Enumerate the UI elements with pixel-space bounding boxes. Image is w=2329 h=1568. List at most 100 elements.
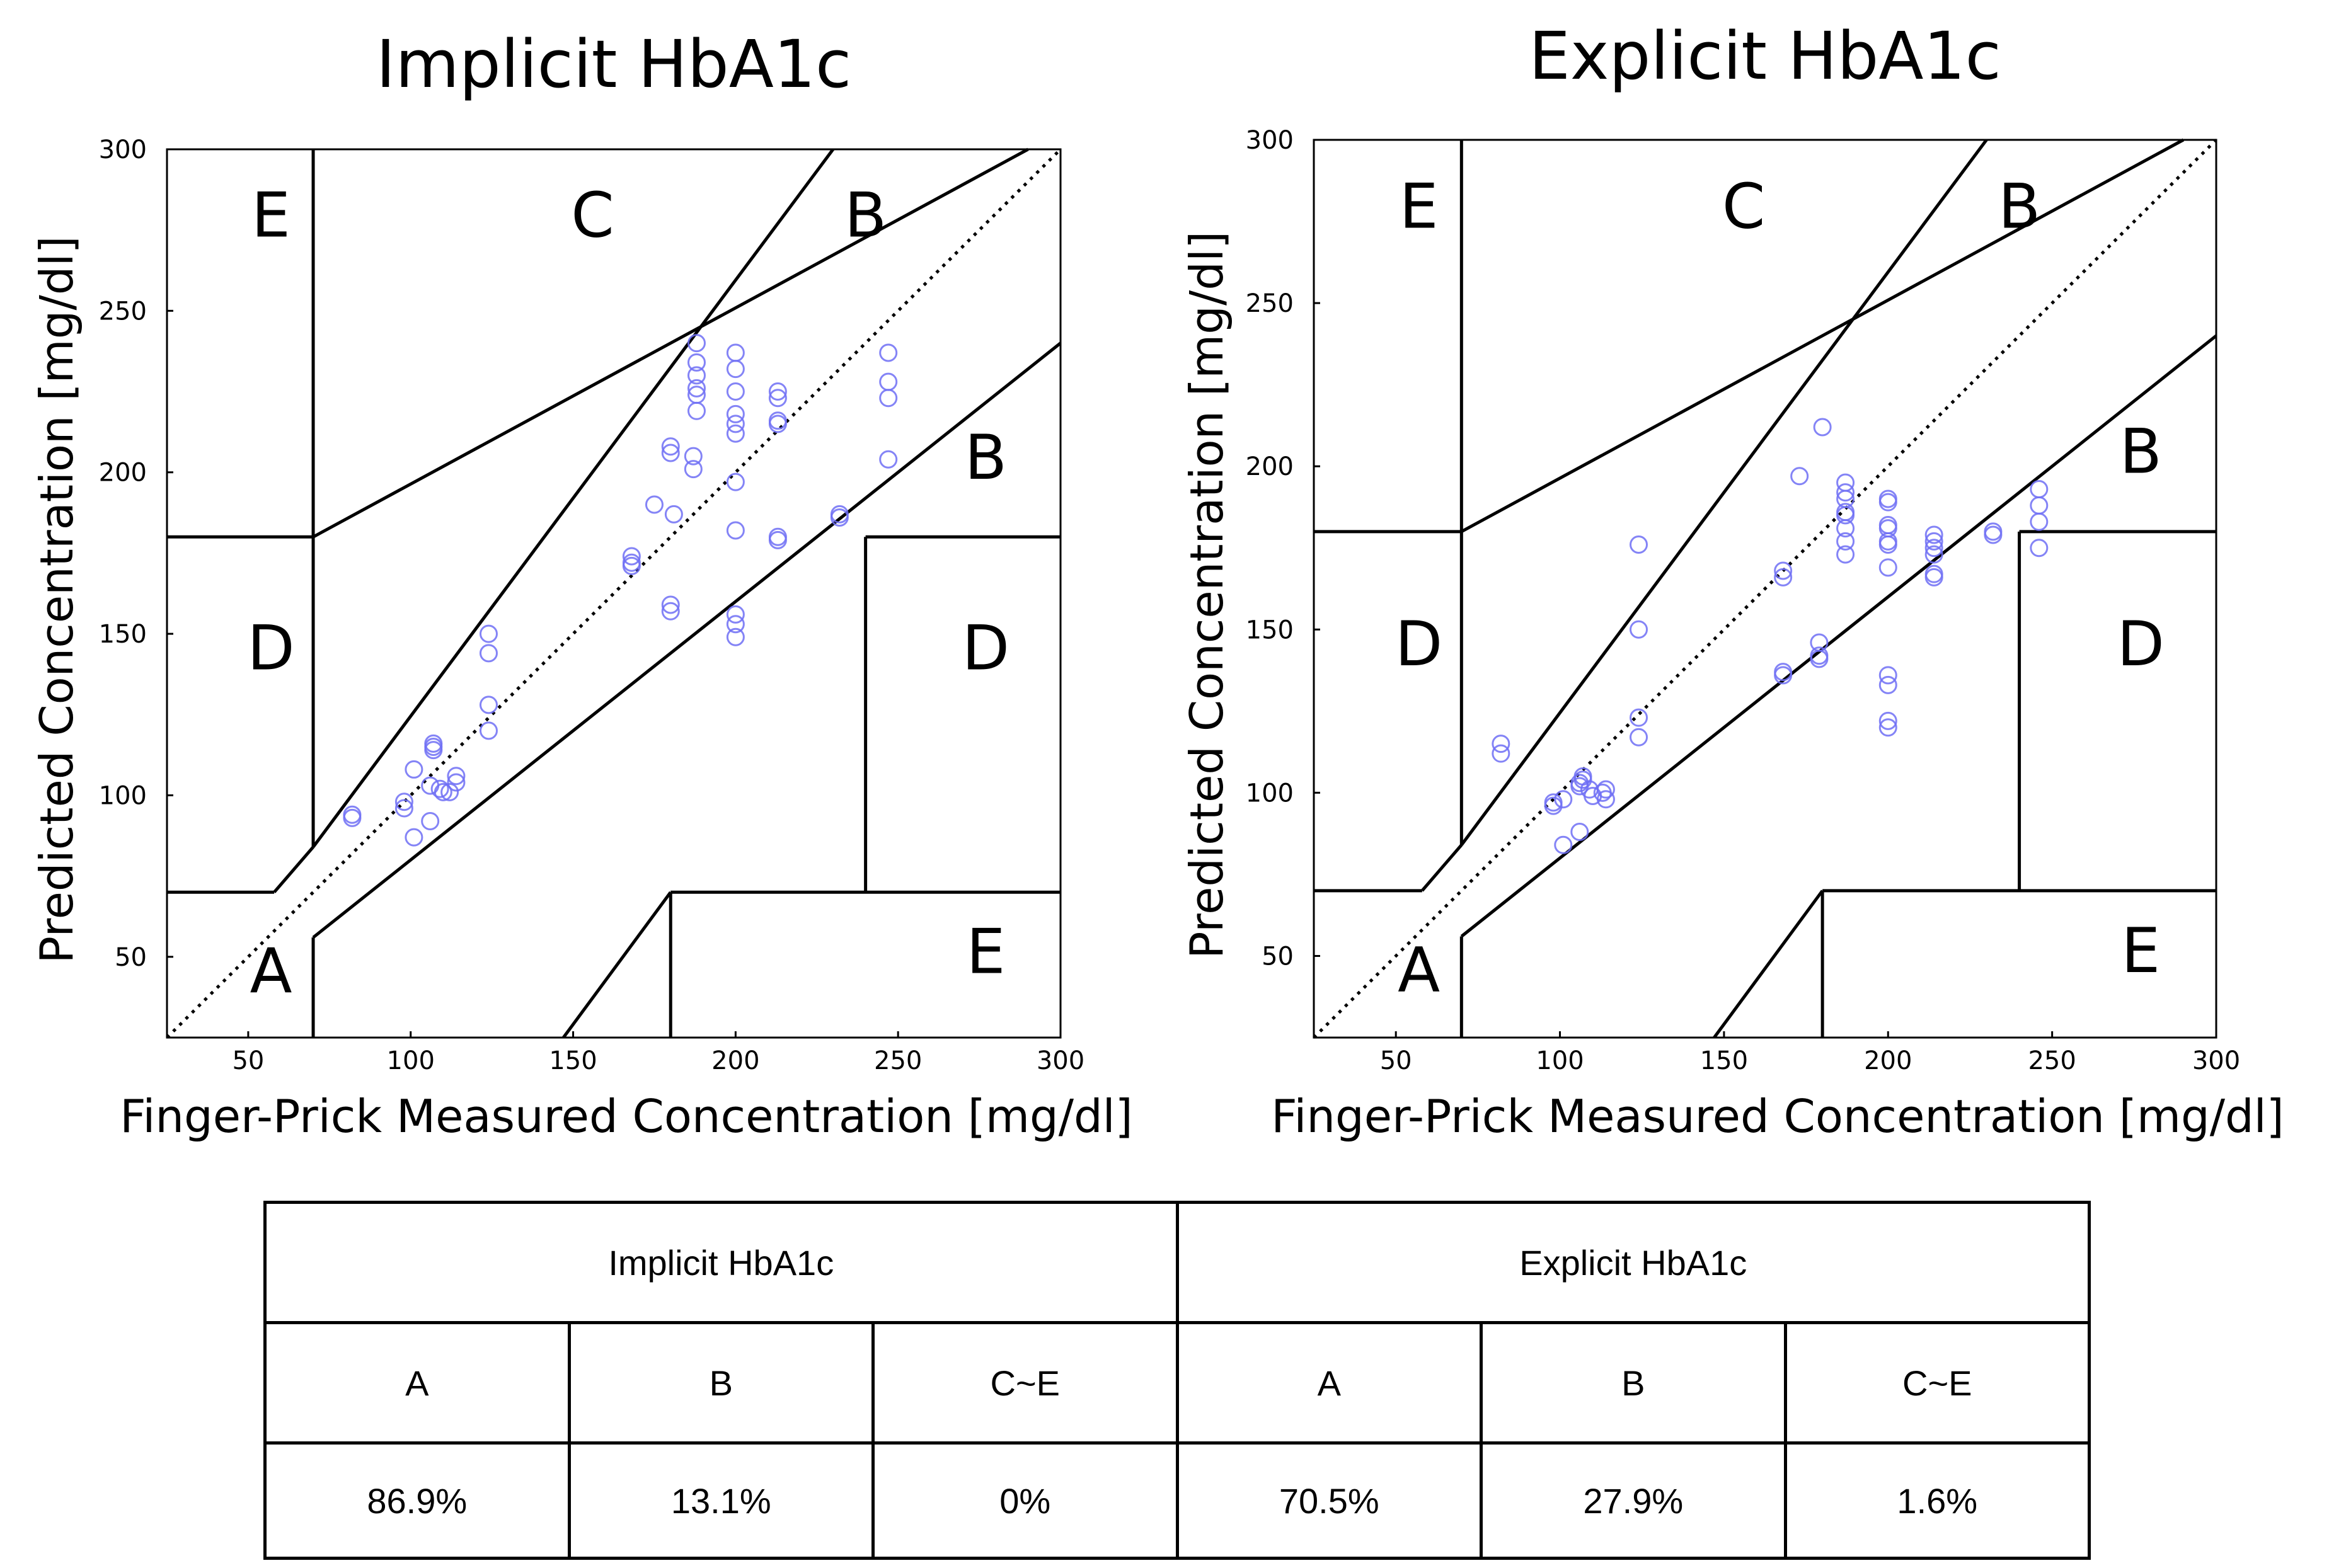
- x-tick-label: 200: [1864, 1046, 1912, 1075]
- x-tick-label: 300: [1037, 1046, 1084, 1075]
- data-point: [1630, 535, 1648, 554]
- data-point: [684, 447, 703, 466]
- data-point: [1790, 467, 1809, 486]
- data-point: [661, 602, 680, 621]
- data-point: [1774, 561, 1793, 580]
- y-tick-label: 150: [99, 620, 147, 649]
- zone-boundary-line: [1461, 138, 2185, 534]
- data-point: [1836, 532, 1855, 551]
- zone-header-explicit-b: B: [1480, 1321, 1787, 1445]
- table-value-row: 86.9% 13.1% 0% 70.5% 27.9% 1.6%: [263, 1441, 2091, 1560]
- data-point: [1878, 718, 1897, 737]
- data-point: [343, 805, 362, 824]
- data-point: [1774, 568, 1793, 587]
- data-point: [726, 382, 745, 401]
- data-point: [479, 695, 498, 714]
- data-point: [879, 343, 898, 362]
- x-tick-label: 50: [1380, 1046, 1412, 1075]
- data-point: [661, 444, 680, 462]
- data-point: [1630, 620, 1648, 639]
- zone-header-explicit-c-e: C~E: [1783, 1321, 2091, 1445]
- data-point: [394, 793, 413, 811]
- y-tick-label: 100: [99, 781, 147, 810]
- data-point: [726, 605, 745, 624]
- data-point: [1774, 663, 1793, 682]
- x-tick-label: 250: [874, 1046, 922, 1075]
- zone-label-e: E: [1400, 171, 1439, 243]
- zone-label-b: B: [2120, 416, 2162, 488]
- data-point: [726, 343, 745, 362]
- data-point: [1630, 708, 1648, 727]
- zone-boundary-line: [312, 341, 1062, 939]
- data-point: [1810, 633, 1829, 652]
- data-point: [1878, 711, 1897, 730]
- data-point: [1630, 728, 1648, 747]
- zone-boundary-line: [273, 845, 314, 893]
- data-point: [726, 424, 745, 443]
- data-point: [2030, 539, 2049, 558]
- data-point: [879, 372, 898, 391]
- x-tick-label: 200: [711, 1046, 759, 1075]
- x-tick-label: 300: [2192, 1046, 2240, 1075]
- y-tick-label: 200: [99, 459, 147, 488]
- x-tick-label: 100: [1536, 1046, 1584, 1075]
- x-tick-label: 50: [232, 1046, 264, 1075]
- zone-boundary-line: [1460, 139, 1988, 846]
- data-point: [664, 505, 683, 524]
- plot-frame: [166, 148, 1062, 1039]
- identity-line: [1313, 139, 2217, 1039]
- data-point: [421, 811, 440, 830]
- data-point: [1984, 522, 2003, 541]
- y-tick-label: 50: [1262, 942, 1294, 971]
- data-point: [1492, 744, 1510, 763]
- explicit-chart: 50 100 150 200 250 300 50 100 150 200 250 300 E C B B D D…: [1180, 18, 2284, 1143]
- data-point: [2030, 479, 2049, 498]
- zone-boundary-line: [562, 891, 672, 1039]
- data-point: [1836, 483, 1855, 502]
- data-point: [1878, 675, 1897, 694]
- x-axis-label: Finger-Prick Measured Concentration [mg/…: [120, 1090, 1133, 1143]
- x-tick-label: 250: [2028, 1046, 2076, 1075]
- data-point: [1813, 418, 1832, 437]
- data-point: [479, 624, 498, 643]
- zone-label-b: B: [965, 422, 1007, 494]
- data-point: [726, 472, 745, 491]
- data-point: [479, 644, 498, 663]
- zone-label-c: C: [1722, 171, 1765, 243]
- zone-header-implicit-a: A: [263, 1321, 571, 1445]
- group-explicit-header: Explicit HbA1c: [1175, 1201, 2091, 1324]
- data-point: [622, 553, 641, 572]
- data-point: [1596, 790, 1615, 809]
- data-point: [726, 627, 745, 646]
- y-tick-label: 300: [1246, 126, 1294, 155]
- data-point: [479, 721, 498, 740]
- value-implicit-a: 86.9%: [263, 1441, 571, 1560]
- group-implicit-header: Implicit HbA1c: [263, 1201, 1179, 1324]
- data-point: [1924, 564, 1943, 583]
- data-point: [1596, 780, 1615, 799]
- zone-label-d: D: [2117, 609, 2164, 680]
- identity-line: [166, 148, 1062, 1039]
- zone-label-e: E: [251, 180, 290, 252]
- data-point: [622, 547, 641, 566]
- data-point: [430, 779, 449, 798]
- results-table: Implicit HbA1c Explicit HbA1c A B C~E A …: [263, 1201, 2091, 1560]
- data-point: [687, 366, 706, 385]
- data-point: [424, 734, 443, 753]
- data-point: [768, 527, 787, 546]
- zone-boundary-line: [312, 147, 1029, 539]
- data-point: [440, 782, 459, 801]
- value-implicit-c-e: 0%: [871, 1441, 1179, 1560]
- data-point: [879, 450, 898, 469]
- y-tick-label: 200: [1246, 452, 1294, 481]
- data-point: [768, 411, 787, 430]
- value-explicit-b: 27.9%: [1480, 1441, 1787, 1560]
- zone-label-c: C: [571, 180, 614, 252]
- data-point: [1810, 646, 1829, 665]
- zone-label-e: E: [2121, 915, 2160, 987]
- y-axis-label: Predicted Concentration [mg/dl]: [30, 236, 83, 963]
- data-point: [1836, 503, 1855, 522]
- data-point: [1492, 735, 1510, 753]
- zone-boundary-line: [1460, 334, 2217, 938]
